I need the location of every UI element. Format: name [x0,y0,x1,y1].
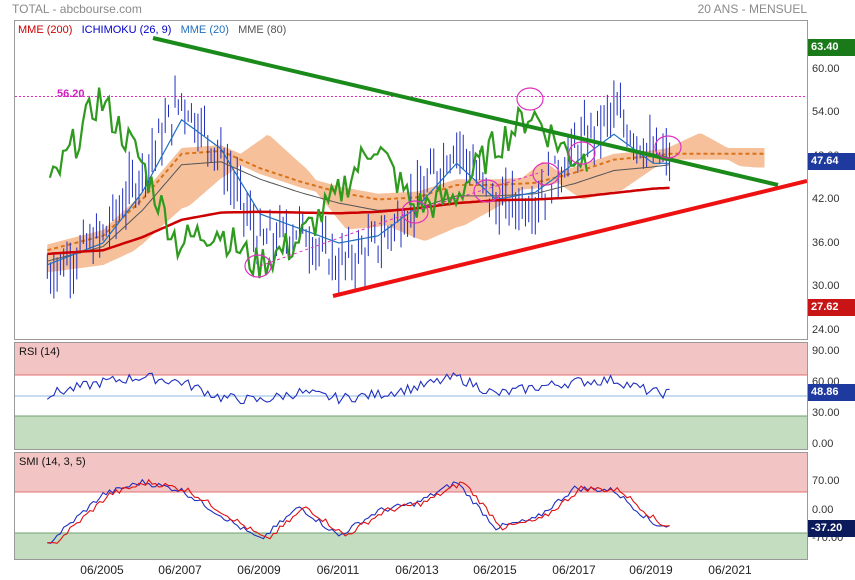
smi-y-tick: 0.00 [812,504,834,516]
support-trendline [332,179,807,298]
y-tick: 60.00 [812,63,840,75]
price-panel: MME (200) ICHIMOKU (26, 9) MME (20) MME … [14,20,808,340]
smi-chart-svg [15,478,807,544]
rsi-last-tag: 48.86 [808,384,855,401]
y-tick: 36.00 [812,237,840,249]
x-tick: 06/2015 [473,563,517,577]
legend-ichimoku: ICHIMOKU (26, 9) [81,24,172,36]
chart-source-title: TOTAL - abcbourse.com [12,2,142,16]
smi-y-tick: 70.00 [812,475,840,487]
price-chart-svg [15,36,807,299]
legend-mme80: MME (80) [238,24,287,36]
x-tick: 06/2009 [237,563,281,577]
osc-signal-line [47,478,670,544]
series-mme20 [47,118,670,266]
lagging-span [48,87,589,279]
rsi-y-tick: 90.00 [812,345,840,357]
legend-mme20: MME (20) [180,24,229,36]
smi-panel: SMI (14, 3, 5) [14,452,808,560]
y-tick: 30.00 [812,280,840,292]
highlight-circle [516,87,544,111]
rsi-title: RSI (14) [19,346,60,358]
osc-line [46,372,670,405]
chart-period-label: 20 ANS - MENSUEL [697,2,807,16]
x-tick: 06/2013 [395,563,439,577]
highlight-circle [244,254,272,278]
y-tick: 54.00 [812,106,840,118]
highlight-circle [473,179,501,203]
smi-oversold-zone [15,533,807,559]
high-price-tag: 63.40 [808,39,855,56]
indicator-legend: MME (200) ICHIMOKU (26, 9) MME (20) MME … [18,24,286,37]
osc-line [47,478,670,544]
x-tick: 06/2017 [552,563,596,577]
smi-title: SMI (14, 3, 5) [19,456,86,468]
smi-overbought-zone [15,453,807,492]
low-price-tag: 27.62 [808,299,855,316]
highlight-circle [401,200,429,224]
legend-mme200: MME (200) [18,24,73,36]
y-tick: 24.00 [812,324,840,336]
rsi-oversold-zone [15,416,807,449]
rsi-y-tick: 0.00 [812,438,834,450]
rsi-y-tick: 30.00 [812,407,840,419]
rsi-chart-svg [15,372,807,417]
y-tick: 42.00 [812,193,840,205]
cloud-edge-dashed [47,149,765,252]
ichimoku-cloud [47,133,765,273]
rsi-overbought-zone [15,343,807,375]
last-price-tag: 47.64 [808,153,855,170]
series-mme200 [47,186,670,256]
x-tick: 06/2005 [80,563,124,577]
series-mme80 [47,161,670,262]
minor-trendline [414,170,546,212]
resistance-trendline [152,36,779,187]
highlight-circle [654,135,682,159]
level-56-label: 56.20 [57,88,85,100]
x-tick: 06/2011 [316,563,360,577]
highlight-circle [568,141,596,165]
x-tick: 06/2021 [708,563,752,577]
x-tick: 06/2007 [158,563,202,577]
smi-last-tag: -37.20 [808,520,855,537]
highlight-circle [532,162,560,186]
x-tick: 06/2019 [629,563,673,577]
rsi-panel: RSI (14) [14,342,808,450]
